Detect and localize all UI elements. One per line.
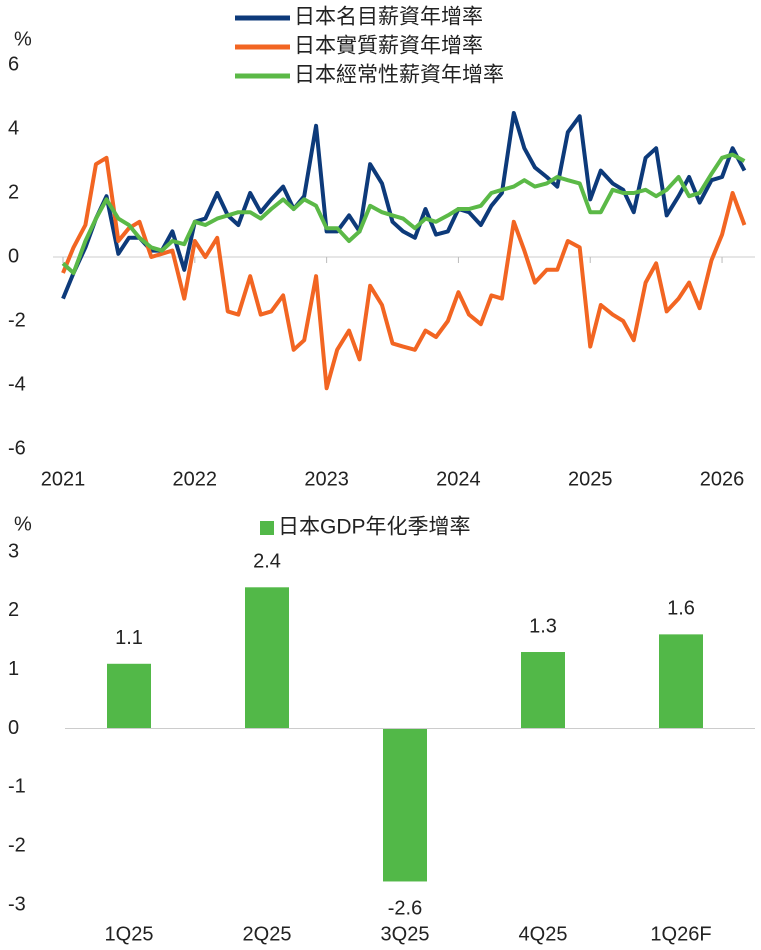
line-series — [61, 155, 747, 391]
legend-label: 日本名目薪資年增率 — [294, 6, 483, 29]
line-series — [61, 111, 747, 300]
x-tick-label: 2Q25 — [243, 923, 292, 945]
value-label: 1.1 — [115, 627, 143, 649]
y-tick-label: -2 — [8, 309, 26, 331]
bar — [245, 587, 289, 729]
y-tick-label: -3 — [8, 893, 26, 915]
x-tick-label: 2023 — [304, 468, 349, 490]
value-label: 1.6 — [667, 598, 695, 620]
line-series — [61, 152, 746, 275]
x-tick-label: 2024 — [436, 468, 481, 490]
y-tick-label: 0 — [8, 717, 19, 739]
x-tick-label: 4Q25 — [519, 923, 568, 945]
legend-label: 日本GDP年化季增率 — [278, 516, 471, 539]
x-tick-label: 2025 — [568, 468, 613, 490]
y-tick-label: 1 — [8, 658, 19, 680]
x-tick-label: 2021 — [41, 468, 86, 490]
y-axis-label: % — [14, 28, 32, 50]
y-tick-label: -2 — [8, 834, 26, 856]
bar — [107, 663, 151, 729]
x-tick-label: 3Q25 — [381, 923, 430, 945]
bar — [521, 652, 565, 729]
bar — [659, 634, 703, 729]
y-tick-label: 4 — [8, 117, 19, 139]
bar — [383, 728, 427, 882]
legend-swatch — [260, 521, 274, 535]
y-tick-label: -6 — [8, 437, 26, 459]
y-tick-label: -1 — [8, 776, 26, 798]
value-label: 1.3 — [529, 615, 557, 637]
y-tick-label: -4 — [8, 373, 26, 395]
y-tick-label: 0 — [8, 245, 19, 267]
y-tick-label: 3 — [8, 540, 19, 562]
legend-label: 日本經常性薪資年增率 — [294, 64, 504, 87]
y-tick-label: 6 — [8, 53, 19, 75]
x-tick-label: 2026 — [700, 468, 745, 490]
x-tick-label: 2022 — [173, 468, 218, 490]
y-tick-label: 2 — [8, 599, 19, 621]
value-label: 2.4 — [253, 551, 281, 573]
x-tick-label: 1Q25 — [105, 923, 154, 945]
legend-label: 日本實質薪資年增率 — [294, 35, 483, 58]
x-tick-label: 1Q26F — [650, 923, 711, 945]
y-tick-label: 2 — [8, 181, 19, 203]
y-axis-label: % — [14, 513, 32, 535]
value-label: -2.6 — [388, 898, 422, 920]
